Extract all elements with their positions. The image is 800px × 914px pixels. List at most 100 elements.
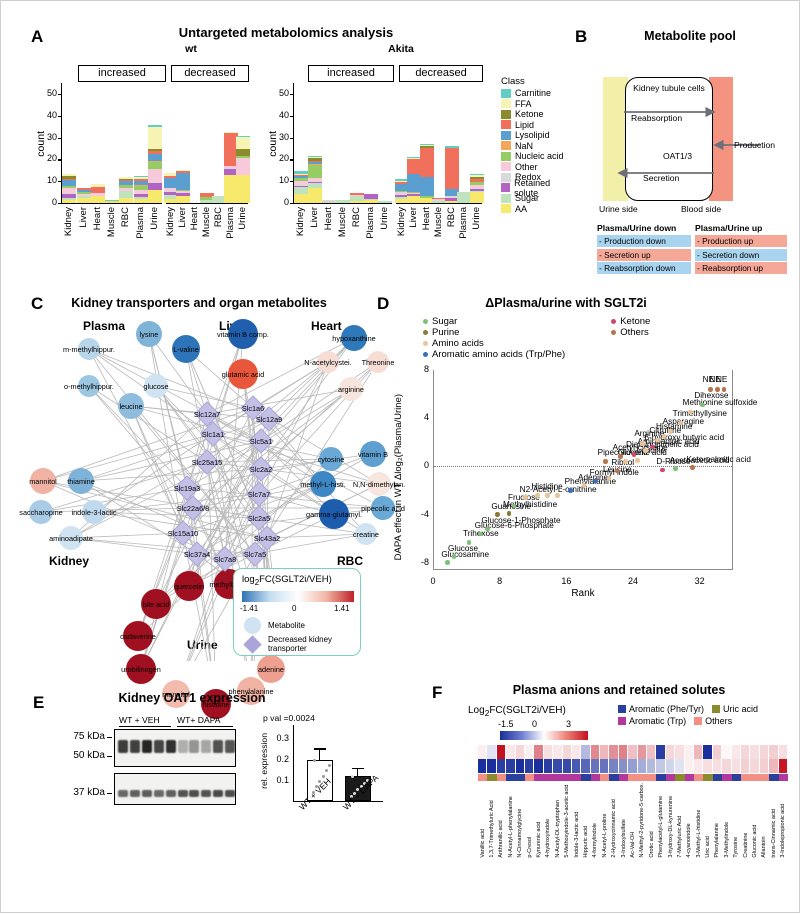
- transporter-node-label: Slc19a3: [152, 484, 222, 493]
- data-point[interactable]: [593, 479, 598, 484]
- legend-swatch: [501, 204, 511, 213]
- category-cell: [609, 774, 618, 781]
- key-item: - Production up: [695, 235, 787, 247]
- category-legend-item: Uric acid: [712, 704, 758, 714]
- data-point[interactable]: [618, 454, 623, 459]
- oat13-label: OAT1/3: [663, 151, 692, 161]
- data-point[interactable]: [632, 452, 637, 457]
- data-point[interactable]: [445, 560, 450, 565]
- heatmap-column-label: 4-formylindole: [592, 783, 598, 858]
- category-cell: [769, 774, 778, 781]
- heatmap-cell: [628, 745, 637, 759]
- heatmap-cell: [619, 759, 628, 773]
- data-point[interactable]: [495, 512, 500, 517]
- transporter-node-label: Slc2a5: [224, 514, 294, 523]
- data-point[interactable]: [662, 434, 667, 439]
- blot-band: [118, 740, 128, 753]
- data-point[interactable]: [673, 466, 678, 471]
- y-tick-label: 20: [41, 153, 57, 163]
- bar: [134, 83, 148, 203]
- x-axis-label: Urine: [471, 207, 482, 230]
- y-tick-label: 8: [409, 364, 429, 374]
- heatmap-cell: [656, 759, 665, 773]
- data-point[interactable]: [668, 429, 673, 434]
- data-point[interactable]: [722, 387, 727, 392]
- heatmap-cell: [478, 745, 487, 759]
- quant-y-axis: [293, 725, 294, 801]
- data-point[interactable]: [555, 493, 560, 498]
- transporter-node-label: Slc15a10: [148, 529, 218, 538]
- tick-50: [107, 756, 112, 757]
- data-point[interactable]: [568, 488, 573, 493]
- data-point[interactable]: [623, 459, 628, 464]
- data-point[interactable]: [535, 493, 540, 498]
- data-point[interactable]: [485, 527, 490, 532]
- transporter-node-label: Slc5a1: [226, 437, 296, 446]
- blot-band: [142, 740, 152, 753]
- panel-f: F Plasma anions and retained solutes Log…: [426, 661, 800, 914]
- data-point[interactable]: [467, 540, 472, 545]
- x-axis: [62, 203, 162, 204]
- x-axis-label: Liver: [78, 207, 89, 228]
- data-point[interactable]: [690, 465, 695, 470]
- legend-tick-max: 1.41: [334, 604, 350, 613]
- category-cell: [666, 774, 675, 781]
- heatmap-cell: [713, 759, 722, 773]
- legend-colorbar: [242, 591, 354, 602]
- heatmap-cell: [694, 745, 703, 759]
- x-axis-label: Kidney: [295, 207, 306, 236]
- data-point[interactable]: [643, 448, 648, 453]
- data-point[interactable]: [708, 387, 713, 392]
- y-tick-label: 40: [41, 110, 57, 120]
- panel-a-subplot-akita-label: Akita: [321, 43, 481, 55]
- transporter-node-label: Slc7a5: [220, 550, 290, 559]
- data-point[interactable]: [607, 476, 612, 481]
- x-axis-label: Heart: [323, 207, 334, 230]
- data-point[interactable]: [478, 532, 483, 537]
- heatmap-cell: [769, 759, 778, 773]
- data-point[interactable]: [507, 511, 512, 516]
- reabsorption-label: Reabsorption: [631, 113, 682, 123]
- data-point[interactable]: [660, 468, 665, 473]
- x-tick-label: 0: [424, 576, 442, 586]
- data-point[interactable]: [640, 441, 645, 446]
- panel-c-legend: log2FC(SGLT2i/VEH) -1.41 0 1.41 Metaboli…: [233, 568, 361, 656]
- x-axis-label: Urine: [237, 207, 248, 230]
- data-point[interactable]: [650, 445, 655, 450]
- legend-label: Lipid: [515, 120, 534, 130]
- x-axis-label: Plasma: [458, 207, 469, 239]
- data-point[interactable]: [655, 438, 660, 443]
- data-point[interactable]: [635, 458, 640, 463]
- bar-segment: [134, 199, 148, 203]
- data-point[interactable]: [700, 403, 705, 408]
- legend-label: FFA: [515, 99, 532, 109]
- transporter-node-label: Slc7a7: [224, 490, 294, 499]
- y-tick-label: 0.3: [269, 733, 289, 743]
- heatmap-cell: [600, 759, 609, 773]
- data-point[interactable]: [715, 387, 720, 392]
- data-point[interactable]: [603, 459, 608, 464]
- panel-b-arrows: [571, 1, 800, 231]
- legend-dot: [423, 330, 428, 335]
- legend-item: NaN: [501, 141, 571, 152]
- bar: [308, 83, 322, 203]
- data-point[interactable]: [523, 495, 528, 500]
- heatmap-cell: [497, 759, 506, 773]
- panel-a-letter: A: [31, 27, 43, 47]
- heatmap-cell: [722, 745, 731, 759]
- bar-segment: [148, 190, 162, 203]
- data-point[interactable]: [545, 493, 550, 498]
- data-point-label: Histidine: [531, 482, 562, 491]
- heatmap-cell: [525, 745, 534, 759]
- heatmap-cell: [600, 745, 609, 759]
- transporter-node-label: Slc12a9: [234, 415, 304, 424]
- x-axis: [396, 203, 482, 204]
- category-cell: [544, 774, 553, 781]
- y-tick-label: 50: [41, 88, 57, 98]
- blot-band: [225, 790, 235, 797]
- heatmap-cell: [553, 745, 562, 759]
- pval-annotation: p val =0.0024: [263, 713, 315, 723]
- heatmap-column-label: 3-Methyl-L-histidine: [696, 783, 702, 858]
- bar-segment: [148, 169, 162, 182]
